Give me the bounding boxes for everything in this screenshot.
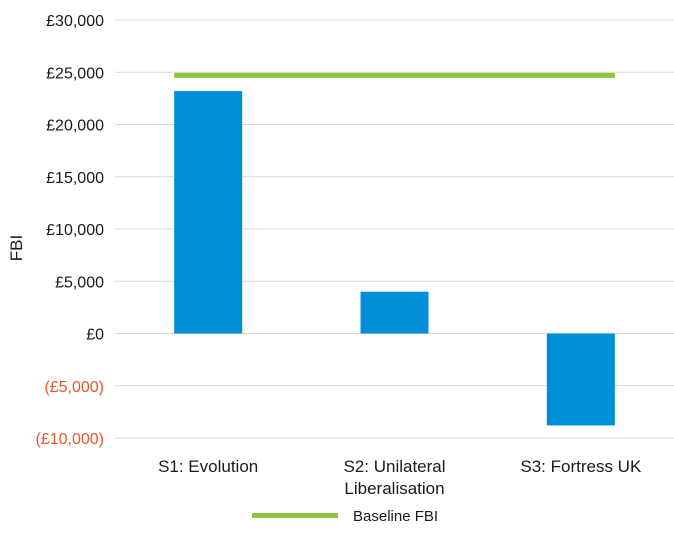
legend: Baseline FBI <box>252 508 438 525</box>
y-tick-label: (£10,000) <box>36 431 105 448</box>
x-category-label: S3: Fortress UK <box>520 457 642 476</box>
y-tick-label: £10,000 <box>46 222 104 239</box>
legend-swatch-baseline <box>252 513 338 518</box>
y-tick-label: (£5,000) <box>44 379 104 396</box>
bar <box>174 91 243 334</box>
y-axis-title: FBI <box>7 235 26 261</box>
bars <box>174 91 615 426</box>
y-tick-label: £30,000 <box>46 13 104 30</box>
y-tick-label: £20,000 <box>46 118 104 135</box>
y-axis-tick-labels: £30,000 £25,000 £20,000 £15,000 £10,000 £5,00… <box>36 13 105 448</box>
y-tick-label: £5,000 <box>55 274 104 291</box>
y-tick-label: £25,000 <box>46 65 104 82</box>
x-category-label: S1: Evolution <box>158 457 258 476</box>
bar <box>546 333 615 426</box>
y-tick-label: £15,000 <box>46 170 104 187</box>
y-tick-label: £0 <box>86 327 104 344</box>
x-axis-category-labels: S1: Evolution S2: Unilateral Liberalisatio… <box>158 457 642 498</box>
x-category-label: S2: Unilateral Liberalisation <box>343 457 445 498</box>
bar <box>360 291 429 334</box>
legend-label-baseline: Baseline FBI <box>353 508 438 525</box>
